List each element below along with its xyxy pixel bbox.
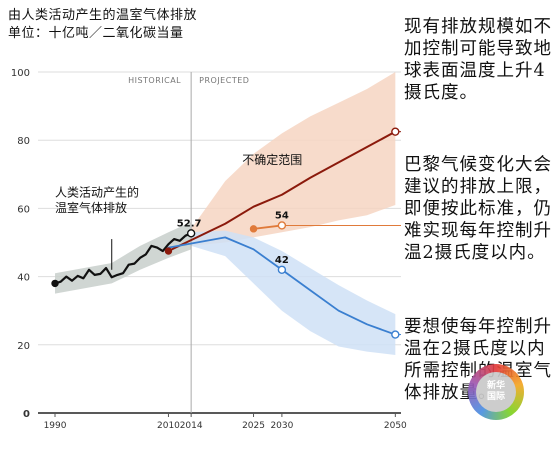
series-line-high xyxy=(167,130,397,253)
chart-title: 由人类活动产生的温室气体排放 xyxy=(8,8,198,23)
point-high_end xyxy=(391,127,400,136)
watermark-inner: 新华 国际 xyxy=(476,372,516,412)
x-tick-label-2025: 2025 xyxy=(242,421,265,431)
point-paris_2030 xyxy=(277,221,287,230)
y-tick-label-0: 0 xyxy=(23,409,30,420)
series-line-paris xyxy=(252,224,283,230)
annotation-2: 温室气体排放 xyxy=(55,200,127,215)
band-historical_band xyxy=(55,222,192,294)
region-label-projected: PROJECTED xyxy=(199,76,249,85)
side-note-paris: 巴黎气候变化大会建议的排放上限，即便按此标准，仍难实现每年控制升温2摄氏度以内。 xyxy=(404,155,552,263)
y-tick-label-60: 60 xyxy=(17,204,30,215)
point-low_2030 xyxy=(277,265,287,274)
point-hist_end xyxy=(186,229,196,238)
x-tick-label-1990: 1990 xyxy=(44,421,67,431)
point-high_start xyxy=(164,247,173,255)
data-label-0: 52.7 xyxy=(177,218,202,229)
y-tick-label-20: 20 xyxy=(17,341,30,352)
point-paris_2025 xyxy=(249,225,258,233)
watermark-line2: 国际 xyxy=(486,392,505,402)
side-note-high: 现有排放规模如不加控制可能导致地球表面温度上升4摄氏度。 xyxy=(404,17,552,103)
point-hist_start xyxy=(51,279,59,288)
point-low_end xyxy=(391,330,400,339)
y-tick-label-40: 40 xyxy=(17,273,30,284)
series-line-historical xyxy=(53,232,193,285)
y-tick-label-80: 80 xyxy=(17,136,30,147)
band-low_band xyxy=(191,230,396,356)
x-tick-label-2014: 2014 xyxy=(180,421,203,431)
x-tick-label-2010: 2010 xyxy=(157,421,180,431)
y-tick-label-100: 100 xyxy=(11,68,30,79)
watermark-logo: 新华 国际 xyxy=(468,364,524,420)
x-tick-label-2030: 2030 xyxy=(270,421,293,431)
chart-subtitle: 单位：十亿吨／二氧化碳当量 xyxy=(8,26,184,41)
watermark-line1: 新华 xyxy=(486,381,505,391)
x-tick-label-2050: 2050 xyxy=(384,421,407,431)
annotation-0: 不确定范围 xyxy=(242,152,302,167)
data-label-2: 42 xyxy=(275,255,289,266)
data-label-1: 54 xyxy=(275,210,289,221)
annotation-1: 人类活动产生的 xyxy=(55,184,139,199)
region-label-historical: HISTORICAL xyxy=(128,76,181,85)
band-high_band xyxy=(191,72,396,246)
